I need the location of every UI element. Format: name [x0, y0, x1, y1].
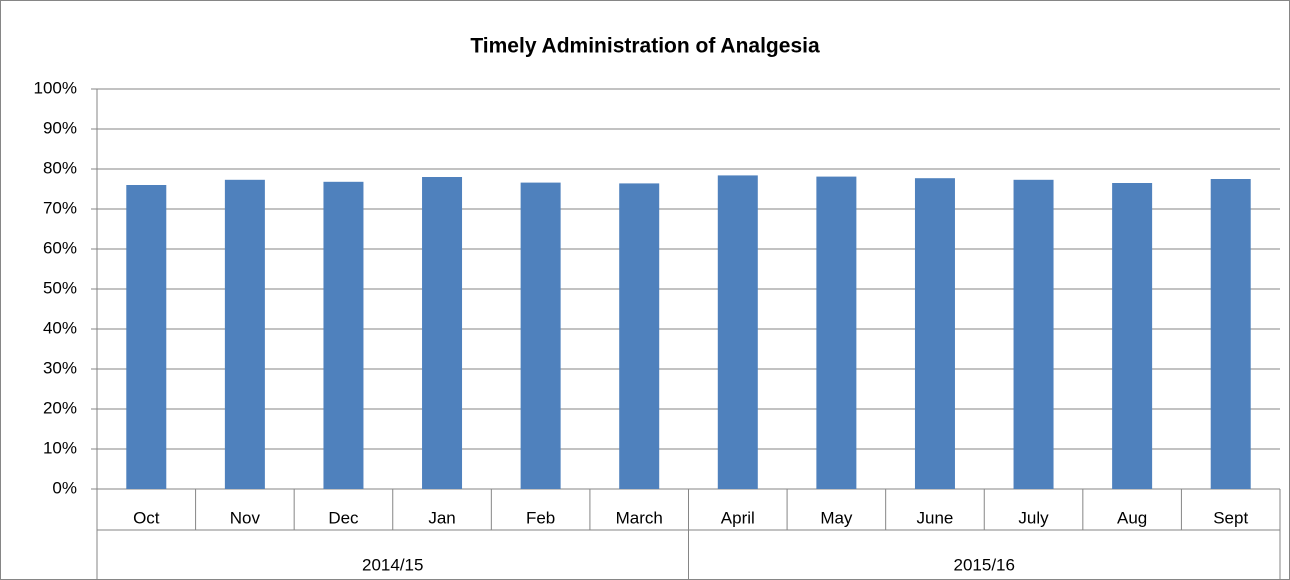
bar [422, 177, 463, 489]
y-tick-label: 100% [34, 78, 77, 97]
bar [619, 183, 660, 489]
x-tick-label: Feb [526, 508, 555, 527]
bar [914, 178, 955, 489]
x-tick-label: Oct [133, 508, 160, 527]
x-tick-label: Dec [328, 508, 359, 527]
x-tick-label: July [1018, 508, 1049, 527]
y-tick-label: 50% [43, 278, 77, 297]
bar [126, 185, 167, 489]
bar [717, 175, 758, 489]
x-tick-label: April [721, 508, 755, 527]
y-tick-label: 10% [43, 438, 77, 457]
x-tick-label: Sept [1213, 508, 1248, 527]
chart-title: Timely Administration of Analgesia [470, 35, 820, 58]
bar [224, 179, 265, 490]
y-tick-label: 60% [43, 238, 77, 257]
x-tick-label: Aug [1117, 508, 1147, 527]
y-tick-label: 20% [43, 398, 77, 417]
bar [323, 181, 364, 490]
bar [520, 182, 561, 489]
x-tick-label: Nov [230, 508, 261, 527]
group-label: 2015/16 [954, 555, 1015, 574]
y-tick-label: 90% [43, 118, 77, 137]
y-tick-label: 80% [43, 158, 77, 177]
bar [1112, 183, 1153, 489]
bar [1013, 179, 1054, 490]
y-tick-label: 70% [43, 198, 77, 217]
y-tick-label: 40% [43, 318, 77, 337]
x-tick-label: May [820, 508, 853, 527]
y-tick-label: 0% [52, 478, 77, 497]
x-tick-label: Jan [428, 508, 455, 527]
x-tick-label: June [917, 508, 954, 527]
x-tick-label: March [616, 508, 663, 527]
bar [1210, 179, 1251, 489]
bar [816, 176, 857, 489]
y-tick-label: 30% [43, 358, 77, 377]
group-label: 2014/15 [362, 555, 423, 574]
